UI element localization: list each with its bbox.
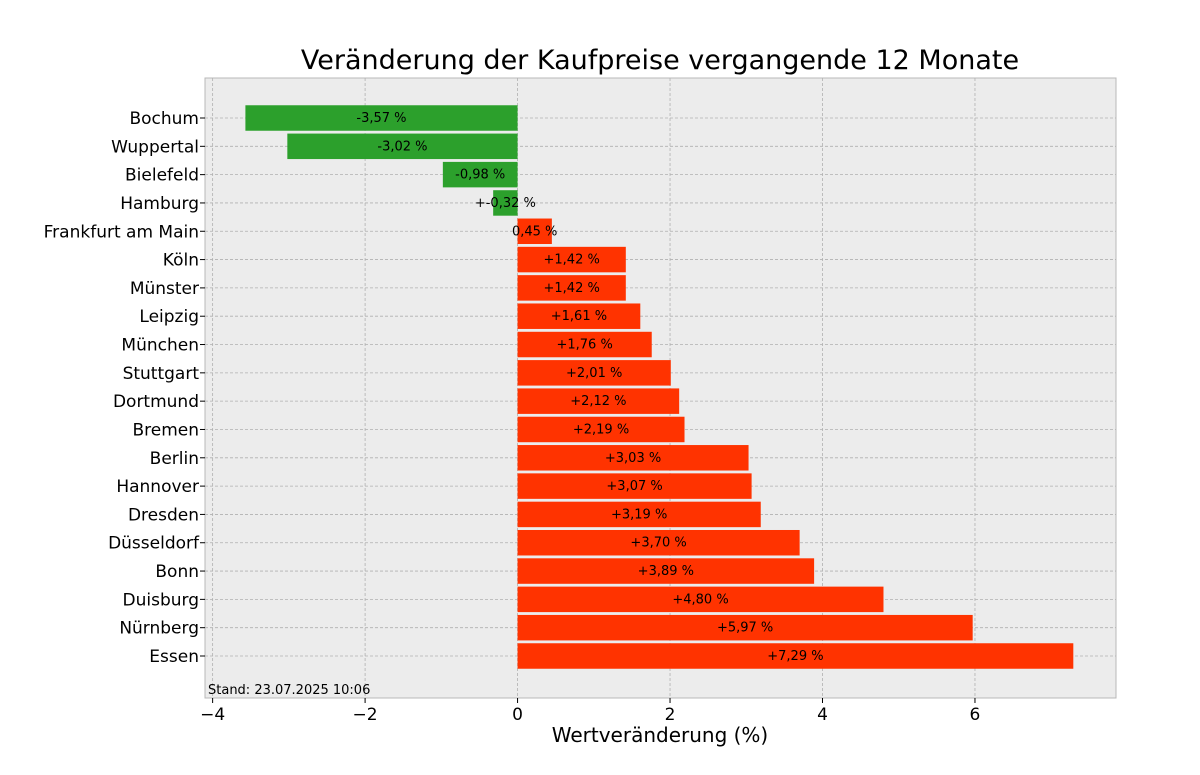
y-tick-label: Hamburg — [120, 194, 199, 214]
y-tick-label: Leipzig — [139, 307, 199, 327]
bar-duisburg — [517, 586, 884, 613]
y-tick-label: Nürnberg — [119, 619, 199, 639]
data-label: +3,19 % — [611, 507, 667, 522]
data-label: +2,01 % — [566, 366, 622, 381]
y-tick-label: Frankfurt am Main — [44, 222, 199, 242]
timestamp-annotation: Stand: 23.07.2025 10:06 — [208, 683, 370, 698]
data-label: +3,07 % — [606, 479, 662, 494]
bar-münchen — [517, 331, 652, 358]
x-tick-label: 2 — [665, 705, 676, 725]
bar-düsseldorf — [517, 529, 800, 556]
bar-nürnberg — [517, 614, 973, 641]
y-tick-label: Wuppertal — [111, 137, 199, 157]
data-label: +4,80 % — [672, 592, 728, 607]
y-tick-label: Düsseldorf — [108, 534, 200, 554]
bar-münster — [517, 275, 626, 301]
data-label: -3,02 % — [377, 139, 427, 154]
x-tick-label: 0 — [512, 705, 523, 725]
data-label: +-0,32 % — [475, 196, 536, 211]
data-label: +2,19 % — [573, 422, 629, 437]
y-tick-label: München — [121, 336, 199, 356]
x-tick-label: −4 — [200, 705, 225, 725]
y-tick-label: Stuttgart — [123, 364, 200, 384]
data-labels: -3,57 % -3,02 % -0,98 % +-0,32 % 0,45 % +1,42… — [356, 111, 823, 664]
y-tick-label: Dortmund — [113, 392, 199, 412]
y-tick-label: Bonn — [155, 562, 199, 582]
bar-leipzig — [517, 303, 641, 329]
data-label: 0,45 % — [512, 224, 557, 239]
data-label: +1,61 % — [551, 309, 607, 324]
bar-dortmund — [517, 388, 680, 414]
x-tick-label: 4 — [817, 705, 828, 725]
bar-frankfurt-am-main — [517, 218, 552, 245]
y-tick-label: Berlin — [150, 449, 199, 469]
y-tick-label: Köln — [163, 251, 199, 271]
y-tick-label: Bielefeld — [125, 166, 199, 186]
y-tick-label: Münster — [130, 279, 199, 299]
data-label: -3,57 % — [356, 111, 406, 126]
x-tick-label: 6 — [970, 705, 981, 725]
bar-berlin — [517, 445, 749, 471]
data-label: +3,03 % — [605, 451, 661, 466]
data-label: +1,42 % — [544, 281, 600, 296]
y-tick-label: Hannover — [116, 477, 199, 497]
data-label: -0,98 % — [455, 168, 505, 183]
data-label: +2,12 % — [570, 394, 626, 409]
y-tick-label: Duisburg — [123, 590, 200, 610]
y-tick-label: Bremen — [132, 420, 199, 440]
bar-bonn — [517, 558, 815, 584]
x-axis-label: Wertveränderung (%) — [552, 723, 769, 747]
y-tick-label: Essen — [149, 647, 199, 667]
bars — [245, 105, 1074, 669]
bar-wuppertal — [287, 133, 518, 160]
y-axis-ticks: Bochum Wuppertal Bielefeld Hamburg Frankfurt… — [44, 109, 205, 667]
bar-hannover — [517, 473, 752, 499]
x-axis-ticks: −4 −2 0 2 4 6 — [200, 698, 980, 725]
bar-köln — [517, 246, 626, 273]
bar-hamburg — [493, 190, 518, 216]
data-label: +1,42 % — [544, 253, 600, 268]
bar-stuttgart — [517, 360, 671, 386]
y-tick-label: Dresden — [128, 505, 199, 525]
data-label: +5,97 % — [717, 621, 773, 636]
chart-title: Veränderung der Kaufpreise vergangende 1… — [301, 45, 1019, 76]
bar-bremen — [517, 416, 685, 443]
data-label: +3,89 % — [638, 564, 694, 579]
bar-dresden — [517, 501, 761, 528]
data-label: +1,76 % — [556, 338, 612, 353]
y-tick-label: Bochum — [129, 109, 199, 129]
x-tick-label: −2 — [353, 705, 378, 725]
bar-bielefeld — [442, 161, 518, 188]
data-label: +3,70 % — [630, 536, 686, 551]
bar-essen — [517, 643, 1074, 669]
data-label: +7,29 % — [767, 649, 823, 664]
bar-bochum — [245, 105, 518, 131]
